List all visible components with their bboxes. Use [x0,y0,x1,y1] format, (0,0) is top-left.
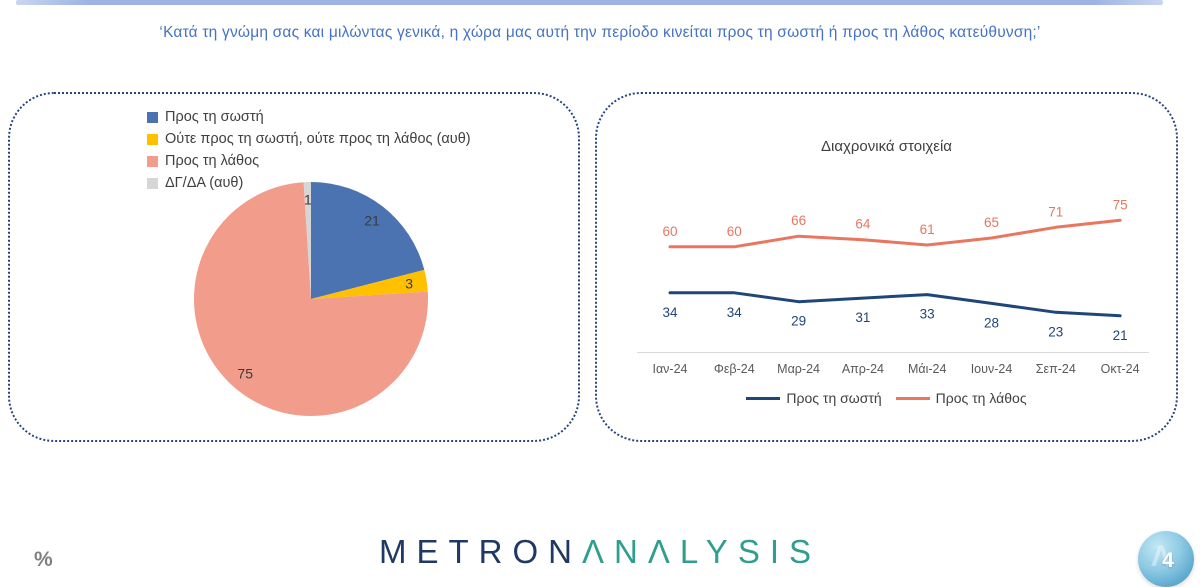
pie-data-label: 1 [304,192,312,208]
legend-label: ΔΓ/ΔΑ (αυθ) [165,175,244,191]
pie-panel: Προς τη σωστή Ούτε προς τη σωστή, ούτε πρ… [8,92,580,442]
series-value-label: 64 [855,217,871,232]
series-value-label: 66 [791,213,806,228]
line-legend-item: Προς τη σωστή [746,390,882,406]
x-axis-tick-label: Μάι-24 [908,362,947,376]
metron-analysis-logo: METRONΛNΛLYSIS [0,533,1200,571]
series-value-label: 60 [662,224,677,239]
legend-line-icon [895,396,930,400]
page-number-badge: Λ 4 [1138,531,1194,587]
series-value-label: 71 [1048,204,1063,219]
legend-line-icon [746,396,781,400]
line-chart: Ιαν-24 Φεβ-24 Μαρ-24 Απρ-24 Μάι-24 Ιουν-24 Σεπ… [637,197,1149,376]
pie-data-label: 21 [364,212,380,228]
series-value-label: 61 [920,222,935,237]
pie-legend-item: Προς τη λάθος [147,150,471,172]
x-axis-tick-label: Σεπ-24 [1036,362,1076,376]
pie-data-label: 75 [237,366,253,382]
legend-label: Ούτε προς τη σωστή, ούτε προς τη λάθος (… [165,131,471,147]
series-value-label: 31 [855,310,870,325]
series-value-label: 28 [984,315,999,330]
line-legend-item: Προς τη λάθος [895,390,1027,406]
pie-slice [303,182,311,299]
series-value-label: 23 [1048,324,1063,339]
pie-legend: Προς τη σωστή Ούτε προς τη σωστή, ούτε πρ… [147,106,471,194]
series-value-label: 60 [727,224,742,239]
page-number: 4 [1162,549,1174,572]
legend-label: Προς τη λάθος [935,390,1027,406]
series-value-label: 75 [1113,197,1128,212]
logo-metron-text: METRON [378,533,582,570]
series-value-label: 34 [662,305,678,320]
pie-legend-item: Ούτε προς τη σωστή, ούτε προς τη λάθος (… [147,128,471,150]
line-chart-legend: Προς τη σωστή Προς τη λάθος [597,390,1176,406]
series-value-label: 65 [984,215,999,230]
series-line [668,291,1122,318]
x-axis-tick-label: Μαρ-24 [777,362,820,376]
x-axis-tick-label: Φεβ-24 [714,362,755,376]
lambda-watermark-icon: Λ [1151,540,1172,573]
series-value-label: 29 [791,314,806,329]
logo-analysis-text: ΛNΛLYSIS [581,533,822,570]
x-axis-tick-label: Οκτ-24 [1101,362,1140,376]
x-axis-tick-label: Απρ-24 [842,362,884,376]
legend-swatch-icon [147,155,158,167]
legend-swatch-icon [147,133,158,145]
pie-legend-item: ΔΓ/ΔΑ (αυθ) [147,172,471,194]
pie-legend-item: Προς τη σωστή [147,106,471,128]
page-title: ‘Κατά τη γνώμη σας και μιλώντας γενικά, … [159,24,1041,41]
x-axis-tick-label: Ιουν-24 [971,362,1013,376]
series-value-label: 33 [920,307,935,322]
series-value-label: 21 [1113,328,1128,343]
legend-swatch-icon [147,111,158,123]
legend-swatch-icon [147,177,158,189]
legend-label: Προς τη σωστή [165,109,264,125]
legend-label: Προς τη λάθος [165,153,260,169]
legend-label: Προς τη σωστή [786,390,882,406]
pie-slice [311,269,428,299]
top-accent-bar [16,0,1163,5]
series-line [668,218,1122,249]
pie-data-label: 3 [405,275,413,291]
pie-slice [311,182,425,299]
percent-note: % [34,548,53,571]
line-chart-title: Διαχρονικά στοιχεία [821,138,952,155]
pie-slice [194,182,429,416]
pie-chart: 21 3 75 1 [194,182,429,416]
line-panel: Διαχρονικά στοιχεία Ιαν-24 Φεβ-24 Μαρ-24 Απ… [595,92,1178,442]
series-value-label: 34 [727,305,743,320]
x-axis-tick-label: Ιαν-24 [652,362,687,376]
